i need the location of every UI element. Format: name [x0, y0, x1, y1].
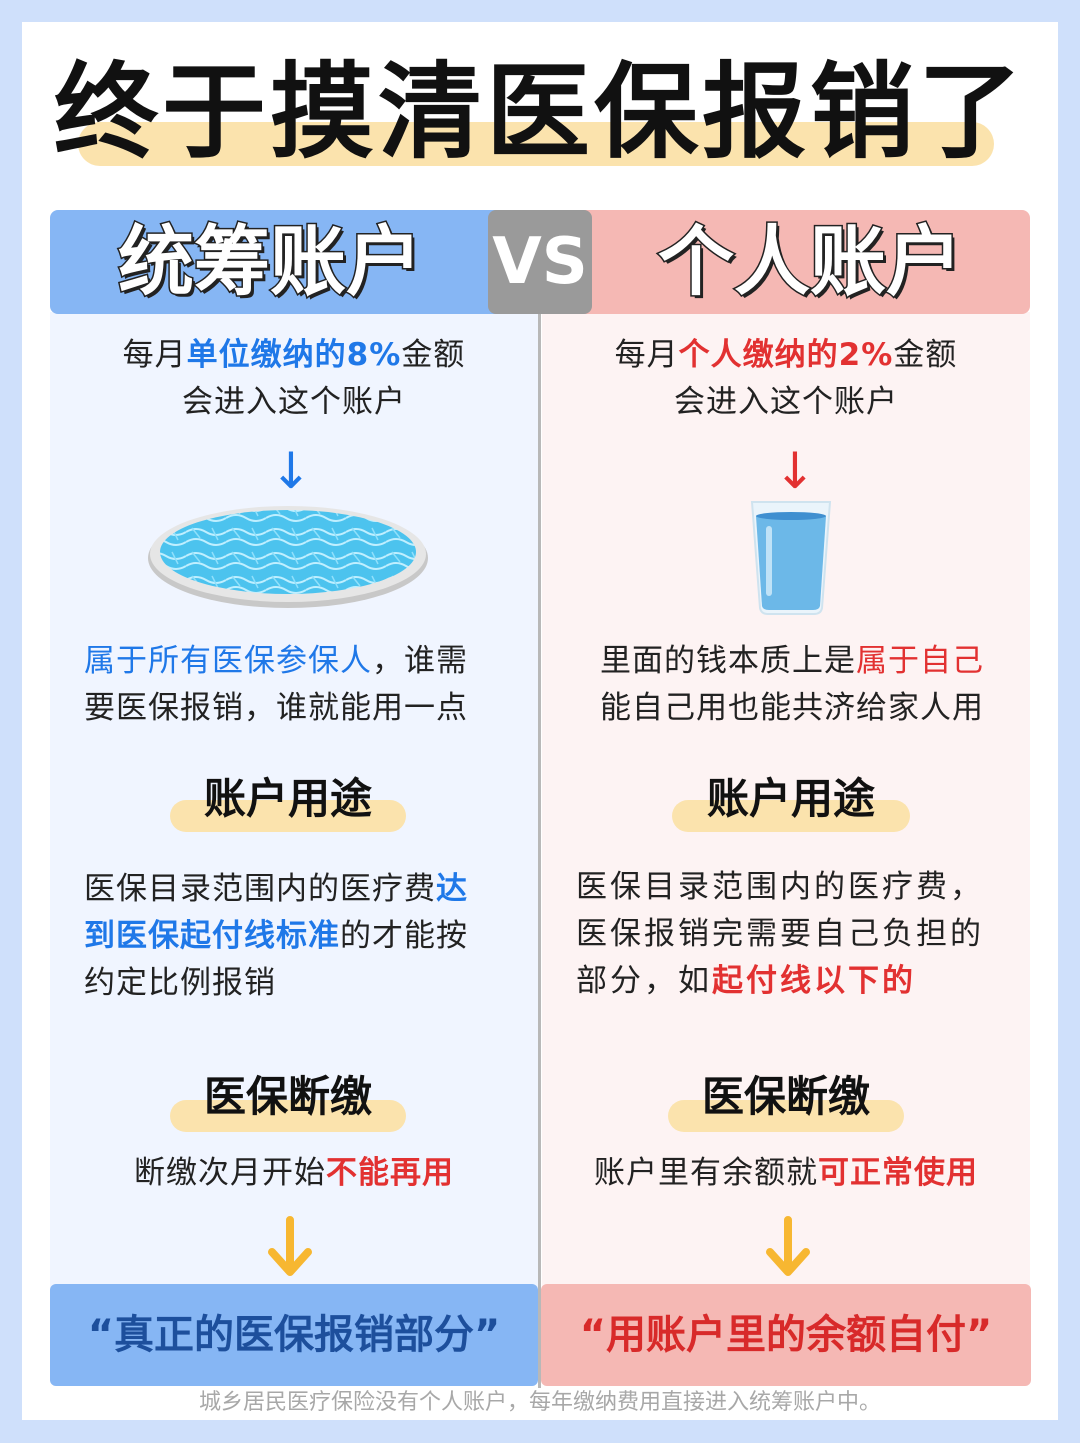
- right-desc-line2: 能自己用也能共济给家人用: [600, 690, 984, 726]
- title-highlight: [78, 122, 994, 166]
- right-stop-title: 医保断缴: [701, 1072, 870, 1121]
- right-usage-highlight: 起付线以下的: [712, 963, 916, 999]
- right-usage-pre3: 部分，如: [576, 963, 712, 999]
- right-stop-highlight: 可正常使用: [818, 1155, 978, 1191]
- right-intro-post: 金额: [893, 337, 958, 373]
- left-usage-highlight-1: 达: [436, 871, 468, 907]
- left-intro-highlight: 单位缴纳的8%: [186, 337, 402, 373]
- right-intro-highlight: 个人缴纳的2%: [678, 337, 894, 373]
- bottom-right-box: [541, 1284, 1031, 1386]
- right-stop-pre: 账户里有余额就: [594, 1155, 818, 1191]
- left-intro: 每月单位缴纳的8%金额 会进入这个账户: [50, 332, 538, 426]
- left-intro-pre: 每月: [122, 337, 187, 373]
- water-glass-icon: [750, 501, 832, 615]
- left-stop-highlight: 不能再用: [326, 1155, 454, 1191]
- left-usage-title: 账户用途: [203, 774, 372, 823]
- right-desc-highlight: 属于自己: [856, 643, 984, 679]
- arrow-down-yellow-icon: [766, 1216, 810, 1276]
- footer-note: 城乡居民医疗保险没有个人账户，每年缴纳费用直接进入统筹账户中。: [198, 1390, 881, 1415]
- left-usage-line3: 约定比例报销: [84, 965, 276, 1001]
- header-left-bar: [50, 210, 540, 314]
- right-usage-title: 账户用途: [706, 774, 875, 823]
- arrow-down-yellow-icon: [268, 1216, 312, 1276]
- arrow-down-blue-icon: ↓: [270, 442, 312, 500]
- header-right-bar: [540, 210, 1030, 314]
- right-usage-line2: 医保报销完需要自己负担的: [576, 916, 984, 952]
- vs-badge: VS: [488, 210, 592, 314]
- column-divider: [538, 312, 541, 1388]
- left-desc-post: ，谁需: [372, 643, 468, 679]
- arrow-down-red-icon: ↓: [774, 442, 816, 500]
- left-stop-title: 医保断缴: [203, 1072, 372, 1121]
- right-intro: 每月个人缴纳的2%金额 会进入这个账户: [542, 332, 1030, 426]
- pool-icon: [148, 506, 428, 608]
- title-area: 终于摸清医保报销了: [0, 40, 1080, 180]
- left-usage-title-highlight: [170, 800, 406, 832]
- left-desc-highlight: 属于所有医保参保人: [84, 643, 372, 679]
- right-usage-title-highlight: [672, 800, 910, 832]
- right-stop-title-highlight: [668, 1100, 904, 1132]
- right-usage-line1: 医保目录范围内的医疗费，: [576, 869, 984, 905]
- left-intro-post: 金额: [401, 337, 466, 373]
- header-pooled-account: 统筹账户: [117, 216, 424, 308]
- left-usage-highlight-2: 到医保起付线标准: [84, 918, 340, 954]
- right-description: 里面的钱本质上是属于自己 能自己用也能共济给家人用: [542, 638, 1042, 732]
- bottom-right-text: “用账户里的余额自付”: [579, 1312, 993, 1358]
- right-intro-line2: 会进入这个账户: [674, 384, 898, 420]
- right-usage-text: 医保目录范围内的医疗费， 医保报销完需要自己负担的 部分，如起付线以下的: [576, 864, 1026, 1005]
- left-usage-pre: 医保目录范围内的医疗费: [84, 871, 436, 907]
- left-intro-line2: 会进入这个账户: [182, 384, 406, 420]
- bottom-left-box: [50, 1284, 538, 1386]
- bottom-left-text: “真正的医保报销部分”: [87, 1312, 501, 1358]
- right-intro-pre: 每月: [614, 337, 679, 373]
- left-usage-text: 医保目录范围内的医疗费达 到医保起付线标准的才能按 约定比例报销: [84, 866, 534, 1007]
- header-personal-account: 个人账户: [657, 216, 964, 308]
- left-usage-mid: 的才能按: [340, 918, 468, 954]
- left-stop-text: 断缴次月开始不能再用: [50, 1150, 538, 1197]
- right-stop-text: 账户里有余额就可正常使用: [542, 1150, 1030, 1197]
- left-description: 属于所有医保参保人，谁需 要医保报销，谁就能用一点: [84, 638, 524, 732]
- left-stop-title-highlight: [170, 1100, 406, 1132]
- right-desc-pre: 里面的钱本质上是: [600, 643, 856, 679]
- left-desc-line2: 要医保报销，谁就能用一点: [84, 690, 468, 726]
- page-title: 终于摸清医保报销了: [53, 51, 1026, 173]
- left-stop-pre: 断缴次月开始: [134, 1155, 326, 1191]
